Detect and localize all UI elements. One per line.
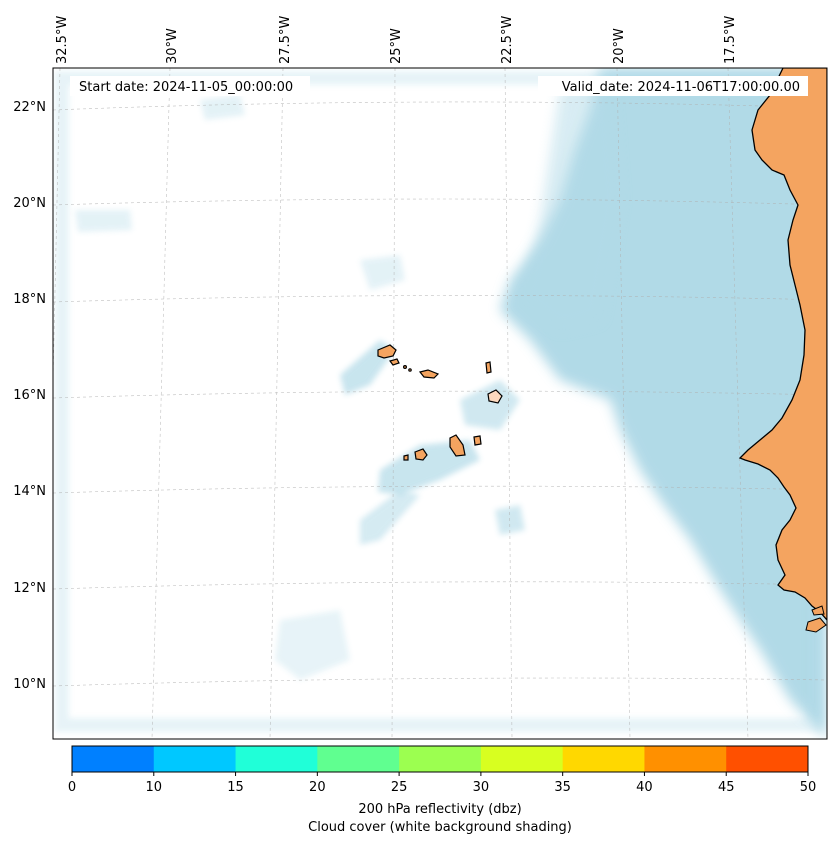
longitude-labels: 32.5°W 30°W 27.5°W 25°W 22.5°W 20°W 17.5… bbox=[55, 16, 738, 64]
lon-label-5: 20°W bbox=[612, 28, 627, 64]
valid-date-box bbox=[538, 76, 808, 96]
cloud-patch-west bbox=[75, 210, 132, 232]
colorbar-tick-label-3: 20 bbox=[309, 780, 326, 795]
colorbar-frame bbox=[71, 745, 809, 773]
colorbar-segment-4 bbox=[399, 746, 482, 772]
lon-label-1: 30°W bbox=[165, 28, 180, 64]
colorbar-tick-label-4: 25 bbox=[391, 780, 408, 795]
cloud-cover-shading bbox=[55, 68, 827, 739]
lat-label-3: 16°N bbox=[13, 388, 46, 403]
lon-label-2: 27.5°W bbox=[278, 16, 293, 64]
island-sao-vicente bbox=[388, 358, 400, 366]
lon-label-4: 22.5°W bbox=[500, 16, 515, 64]
colorbar-segment-0 bbox=[72, 746, 155, 772]
colorbar-tick-label-2: 15 bbox=[227, 780, 244, 795]
bijagos-islands bbox=[805, 617, 827, 633]
cabo-verde-islands bbox=[377, 344, 503, 461]
valid-date-label: Valid_date: 2024-11-06T17:00:00.00 bbox=[562, 80, 800, 95]
island-branco bbox=[408, 368, 412, 372]
island-santo-antao bbox=[377, 344, 397, 359]
colorbar-segment-7 bbox=[644, 746, 727, 772]
colorbar-tick-label-7: 40 bbox=[636, 780, 653, 795]
island-maio bbox=[473, 435, 482, 446]
colorbar-tick-label-8: 45 bbox=[718, 780, 735, 795]
colorbar-tick-label-9: 50 bbox=[800, 780, 817, 795]
lat-label-5: 12°N bbox=[13, 581, 46, 596]
cloud-streak-southwest bbox=[360, 490, 420, 545]
colorbar-tick-label-6: 35 bbox=[554, 780, 571, 795]
colorbar-segment-1 bbox=[153, 746, 237, 772]
cloud-mass-east-fringe bbox=[520, 80, 620, 330]
island-sao-nicolau bbox=[418, 369, 440, 379]
lat-label-4: 14°N bbox=[13, 484, 46, 499]
lon-label-6: 17.5°W bbox=[723, 16, 738, 64]
island-santiago bbox=[449, 434, 466, 457]
colorbar-label-line1: 200 hPa reflectivity (dbz) bbox=[358, 802, 521, 817]
cloud-patch-northwest bbox=[200, 95, 245, 120]
colorbar: 0 10 15 20 25 30 35 40 45 50 bbox=[68, 745, 817, 795]
africa-landmass bbox=[738, 68, 827, 621]
start-date-box bbox=[70, 76, 310, 96]
island-sal bbox=[485, 361, 492, 374]
lat-label-2: 18°N bbox=[13, 292, 46, 307]
colorbar-segment-5 bbox=[480, 746, 564, 772]
lat-label-0: 22°N bbox=[13, 100, 46, 115]
island-boa-vista bbox=[487, 389, 503, 404]
lat-label-6: 10°N bbox=[13, 677, 46, 692]
gridlines bbox=[53, 68, 827, 739]
lat-label-1: 20°N bbox=[13, 196, 46, 211]
colorbar-tick-label-1: 10 bbox=[146, 780, 163, 795]
lon-label-0: 32.5°W bbox=[55, 16, 70, 64]
colorbar-segment-3 bbox=[317, 746, 400, 772]
latitude-labels: 22°N 20°N 18°N 16°N 14°N 12°N 10°N bbox=[13, 100, 46, 692]
start-date-label: Start date: 2024-11-05_00:00:00 bbox=[79, 80, 293, 95]
lon-label-3: 25°W bbox=[389, 28, 404, 64]
cloud-patch-north bbox=[360, 255, 405, 290]
bijagos-island-small bbox=[811, 605, 825, 616]
colorbar-segment-8 bbox=[726, 746, 809, 772]
map-panel bbox=[53, 68, 827, 739]
island-santa-luzia bbox=[403, 365, 408, 370]
colorbar-tick-label-0: 0 bbox=[68, 780, 76, 795]
colorbar-segment-2 bbox=[235, 746, 318, 772]
cloud-patch-central bbox=[460, 380, 520, 430]
cloud-patch-southwest bbox=[275, 610, 350, 680]
colorbar-tick-label-5: 30 bbox=[473, 780, 490, 795]
map-frame bbox=[52, 67, 828, 740]
island-brava bbox=[403, 454, 409, 461]
colorbar-segment-6 bbox=[562, 746, 645, 772]
island-fogo bbox=[414, 448, 428, 461]
colorbar-label-line2: Cloud cover (white background shading) bbox=[308, 820, 572, 835]
